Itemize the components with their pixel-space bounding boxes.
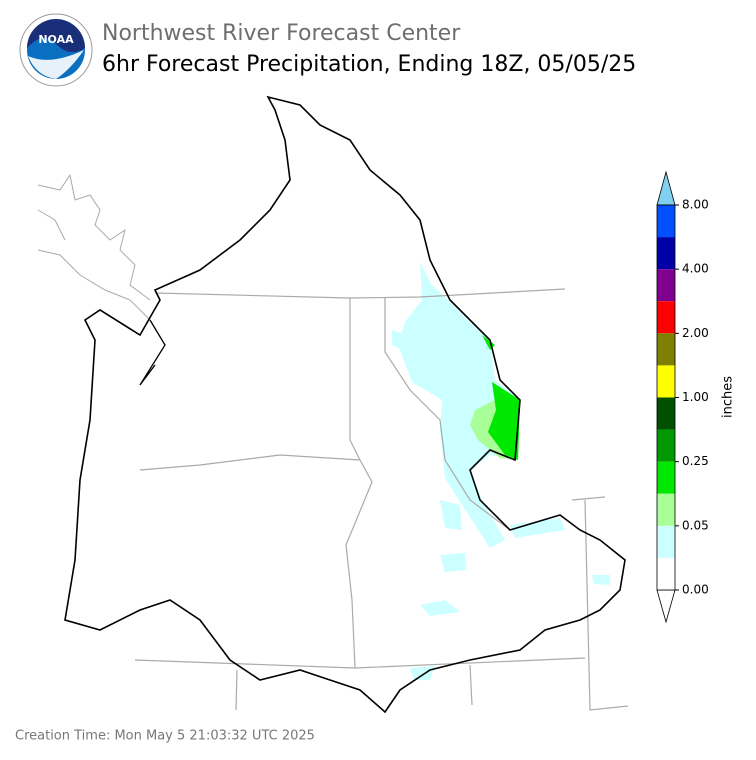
precip-areas (392, 262, 610, 680)
subtitle: 6hr Forecast Precipitation, Ending 18Z, … (102, 52, 636, 77)
colorbar-segment (657, 493, 675, 526)
colorbar-tick-label: 8.00 (682, 198, 709, 212)
colorbar-over (656, 170, 676, 206)
colorbar-tick-label: 2.00 (682, 326, 709, 340)
state-borders (134, 288, 629, 711)
colorbar-segment (657, 205, 675, 238)
noaa-logo: NOAA (19, 13, 93, 87)
colorbar-tick-label: 0.25 (682, 454, 709, 468)
colorbar-segment (657, 333, 675, 366)
colorbar-segment (657, 525, 675, 558)
creation-time: Creation Time: Mon May 5 21:03:32 UTC 20… (15, 729, 315, 744)
colorbar-label: inches (721, 376, 736, 418)
colorbar-segment (657, 301, 675, 334)
basin-outline (64, 95, 626, 714)
colorbar-tick-label: 0.05 (682, 518, 709, 532)
logo-text: NOAA (38, 33, 74, 46)
colorbar: 8.00 4.00 2.00 1.00 0.25 0.05 0.00 (656, 170, 709, 624)
colorbar-segment (657, 461, 675, 494)
colorbar-under (656, 589, 676, 624)
colorbar-segment (657, 269, 675, 302)
colorbar-segment (657, 397, 675, 430)
colorbar-segment (657, 557, 675, 590)
coastlines (37, 173, 151, 321)
colorbar-tick-label: 0.00 (682, 583, 709, 597)
colorbar-segment (657, 365, 675, 398)
colorbar-tick-label: 1.00 (682, 390, 709, 404)
title: Northwest River Forecast Center (102, 21, 461, 46)
colorbar-segment (657, 429, 675, 462)
colorbar-tick-label: 4.00 (682, 262, 709, 276)
puget-sound (139, 319, 166, 386)
colorbar-segment (657, 237, 675, 270)
